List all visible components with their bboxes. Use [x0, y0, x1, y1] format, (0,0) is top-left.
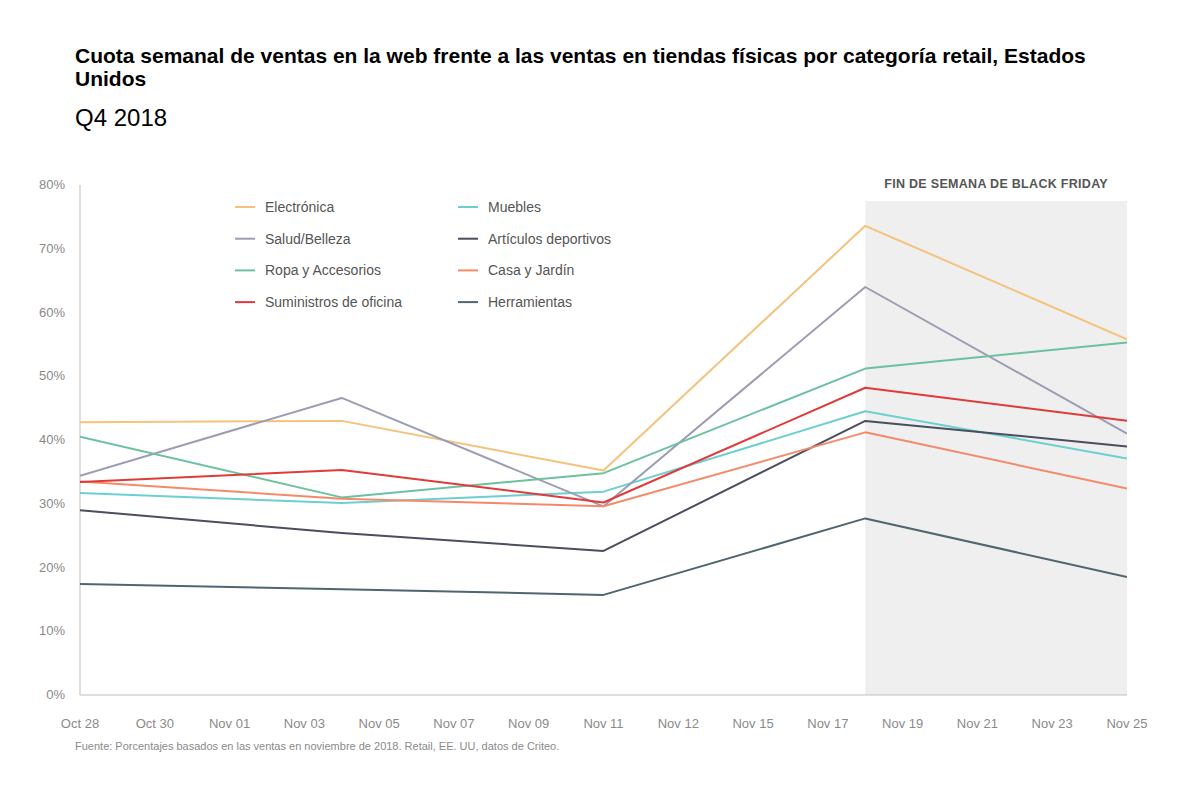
legend-swatch [235, 269, 255, 271]
legend-swatch [235, 238, 255, 240]
legend-swatch [235, 301, 255, 303]
x-tick-label: Nov 05 [359, 716, 400, 731]
annotation-label: FIN DE SEMANA DE BLACK FRIDAY [884, 177, 1108, 191]
source-note: Fuente: Porcentajes basados en las venta… [75, 740, 559, 752]
y-tick-label: 50% [39, 368, 65, 383]
legend-swatch [458, 206, 478, 208]
y-tick-label: 20% [39, 560, 65, 575]
legend-label: Muebles [488, 199, 541, 215]
series-line [80, 432, 1127, 506]
legend-label: Herramientas [488, 294, 572, 310]
legend-swatch [458, 238, 478, 240]
y-tick-label: 80% [39, 177, 65, 192]
x-tick-label: Nov 01 [209, 716, 250, 731]
y-tick-label: 70% [39, 241, 65, 256]
y-tick-label: 30% [39, 496, 65, 511]
y-tick-label: 0% [46, 687, 65, 702]
legend-label: Suministros de oficina [265, 294, 402, 310]
series-line [80, 226, 1127, 471]
x-tick-label: Nov 09 [508, 716, 549, 731]
chart-title: Cuota semanal de ventas en la web frente… [75, 44, 1155, 90]
x-tick-label: Oct 28 [61, 716, 99, 731]
y-tick-label: 10% [39, 623, 65, 638]
y-tick-label: 60% [39, 305, 65, 320]
y-tick-label: 40% [39, 432, 65, 447]
x-tick-label: Nov 15 [732, 716, 773, 731]
legend-label: Salud/Belleza [265, 231, 351, 247]
legend-swatch [458, 269, 478, 271]
legend-label: Electrónica [265, 199, 334, 215]
series-line [80, 518, 1127, 595]
x-tick-label: Nov 17 [807, 716, 848, 731]
x-axis-line [80, 695, 1127, 696]
x-tick-label: Oct 30 [136, 716, 174, 731]
series-line [80, 421, 1127, 551]
x-tick-label: Nov 12 [658, 716, 699, 731]
legend-swatch [235, 206, 255, 208]
highlight-region [865, 201, 1127, 695]
y-axis-line [80, 185, 81, 695]
legend-label: Casa y Jardín [488, 262, 574, 278]
x-tick-label: Nov 03 [284, 716, 325, 731]
x-tick-label: Nov 21 [957, 716, 998, 731]
series-line [80, 411, 1127, 503]
legend-swatch [458, 301, 478, 303]
x-tick-label: Nov 19 [882, 716, 923, 731]
x-tick-label: Nov 25 [1106, 716, 1147, 731]
legend-label: Artículos deportivos [488, 231, 611, 247]
legend-label: Ropa y Accesorios [265, 262, 381, 278]
x-tick-label: Nov 23 [1032, 716, 1073, 731]
chart: FIN DE SEMANA DE BLACK FRIDAY 0% 10% 20% 30%… [0, 0, 1200, 800]
chart-subtitle: Q4 2018 [75, 104, 167, 132]
plot-lines [80, 226, 1127, 595]
x-tick-label: Nov 11 [583, 716, 623, 731]
x-tick-label: Nov 07 [433, 716, 474, 731]
series-line [80, 388, 1127, 503]
series-line [80, 287, 1127, 506]
